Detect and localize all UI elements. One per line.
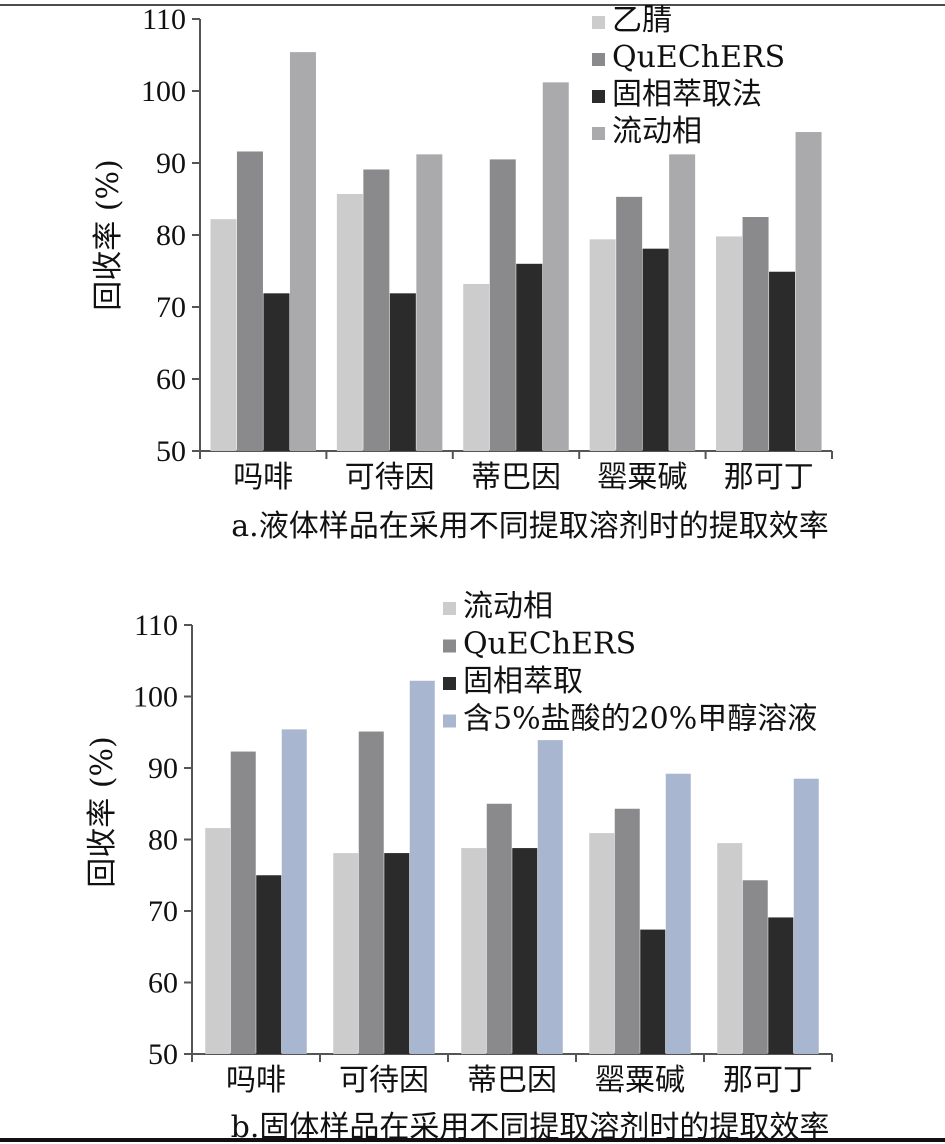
bar: [281, 729, 307, 1054]
bar: [384, 853, 410, 1054]
bar: [486, 803, 512, 1054]
bar: [768, 917, 794, 1054]
y-tick-label: 60: [148, 967, 178, 1000]
x-category-label: 吗啡: [233, 460, 293, 495]
x-category-label: 可待因: [339, 1063, 429, 1098]
bar: [336, 193, 363, 451]
legend-swatch: [592, 90, 605, 103]
chart-caption: a.液体样品在采用不同提取溶剂时的提取效率: [231, 509, 828, 544]
bar: [665, 773, 691, 1054]
chart-a: 50 60 70 80 90 100 110 吗啡 可待因 蒂巴因 罂粟碱 那可丁 乙腈QuEChERS…: [91, 3, 833, 544]
bar: [742, 217, 769, 451]
bar: [537, 740, 563, 1054]
y-axis-label: 回收率 (%): [85, 736, 120, 887]
x-category-label: 蒂巴因: [467, 1063, 557, 1098]
chart-b: 50 60 70 80 90 100 110 吗啡 可待因 蒂巴因 罂粟碱 那可丁 流动相QuEChER…: [85, 589, 833, 1144]
bar: [358, 731, 384, 1054]
legend-swatch: [443, 714, 456, 728]
bar: [669, 154, 696, 452]
y-tick-label: 100: [141, 75, 186, 108]
x-category-label: 那可丁: [724, 460, 814, 495]
x-category-label: 可待因: [345, 460, 435, 495]
bar: [769, 271, 796, 451]
bar: [516, 263, 543, 451]
y-tick-label: 70: [148, 895, 178, 928]
bar: [793, 778, 819, 1054]
y-tick-label: 90: [148, 752, 178, 785]
y-tick-label: 100: [133, 681, 178, 714]
bar: [416, 154, 443, 452]
bar: [289, 52, 316, 452]
x-category-label: 罂粟碱: [597, 460, 687, 495]
bar: [389, 293, 416, 451]
bar: [489, 159, 516, 451]
legend-label: 流动相: [612, 114, 702, 149]
legend-swatch: [592, 127, 605, 140]
bar: [363, 169, 390, 452]
bar: [463, 283, 490, 451]
bar: [795, 132, 822, 452]
bar: [614, 808, 640, 1054]
y-tick-label: 50: [156, 435, 186, 468]
bar: [717, 843, 743, 1054]
bar: [263, 293, 290, 451]
bar: [589, 239, 616, 451]
bar: [512, 848, 538, 1054]
y-axis-label: 回收率 (%): [91, 159, 126, 310]
y-tick-label: 70: [156, 291, 186, 324]
x-category-label: 那可丁: [723, 1063, 813, 1098]
bar: [642, 248, 669, 451]
bar: [409, 680, 435, 1054]
bar: [461, 848, 487, 1054]
legend-label: 固相萃取法: [612, 77, 762, 112]
legend-label: QuEChERS: [463, 627, 636, 662]
x-category-label: 罂粟碱: [595, 1063, 685, 1098]
bar: [256, 875, 282, 1054]
y-tick-label: 50: [148, 1038, 178, 1071]
bar: [230, 751, 256, 1054]
bar: [616, 196, 643, 451]
y-tick-label: 60: [156, 363, 186, 396]
x-category-label: 吗啡: [226, 1063, 286, 1098]
bar: [716, 236, 743, 451]
y-tick-label: 80: [148, 824, 178, 857]
y-tick-label: 80: [156, 219, 186, 252]
bar: [210, 219, 237, 451]
legend-label: 流动相: [463, 589, 553, 624]
bar: [589, 833, 615, 1054]
legend-swatch: [592, 16, 605, 29]
legend-label: 乙腈: [612, 3, 672, 38]
bar: [236, 151, 263, 452]
legend-label: 固相萃取: [463, 664, 583, 699]
legend-label: QuEChERS: [612, 40, 785, 75]
x-category-label: 蒂巴因: [471, 460, 561, 495]
legend-swatch: [443, 677, 456, 690]
bar: [333, 853, 359, 1054]
legend-swatch: [592, 53, 605, 66]
y-tick-label: 110: [142, 3, 186, 36]
bar: [205, 828, 231, 1054]
legend-swatch: [443, 602, 456, 615]
y-tick-label: 110: [134, 609, 178, 642]
bar: [542, 82, 569, 452]
y-tick-label: 90: [156, 147, 186, 180]
bar: [640, 929, 666, 1054]
bar: [742, 880, 768, 1054]
legend-label: 含5%盐酸的20%甲醇溶液: [463, 702, 817, 737]
legend-swatch: [443, 639, 456, 653]
